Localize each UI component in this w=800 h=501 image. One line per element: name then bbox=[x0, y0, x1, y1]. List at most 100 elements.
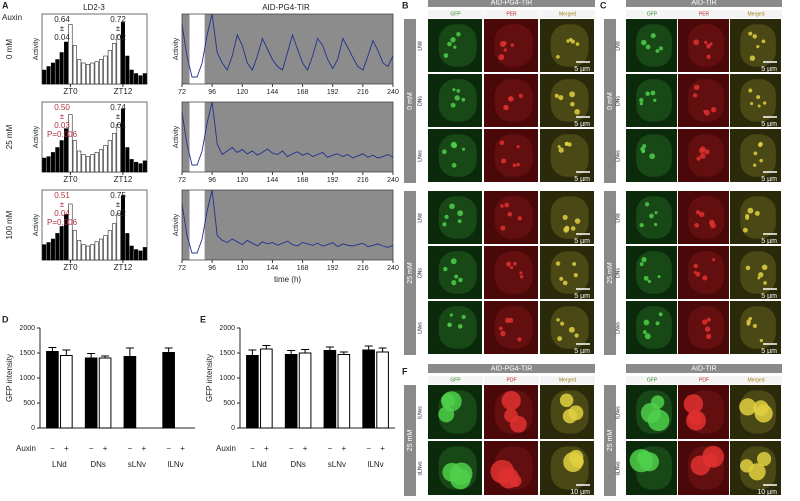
micrograph-cell bbox=[639, 262, 644, 267]
micrograph-cell bbox=[450, 37, 456, 43]
light-period bbox=[189, 14, 205, 84]
annotation: ± bbox=[116, 24, 121, 33]
micrograph-cell bbox=[450, 468, 471, 490]
title-bar bbox=[428, 0, 595, 7]
micrograph-haze bbox=[550, 134, 589, 177]
micrograph-cell bbox=[753, 163, 757, 167]
micrograph-cell bbox=[645, 91, 650, 96]
activity-bar bbox=[116, 34, 121, 85]
column-head: Merged bbox=[559, 11, 576, 17]
y-axis-label: Activity bbox=[173, 213, 180, 236]
x-tick-label: 192 bbox=[327, 177, 339, 184]
x-tick-label: 240 bbox=[387, 177, 399, 184]
micrograph-cell bbox=[443, 53, 449, 58]
activity-bar bbox=[55, 59, 60, 85]
panel-label: F bbox=[402, 366, 408, 376]
micrograph-cell bbox=[490, 459, 515, 484]
micrograph-cell bbox=[566, 39, 570, 43]
micrograph bbox=[678, 301, 729, 354]
micrograph bbox=[540, 301, 594, 354]
micrograph-cell bbox=[759, 158, 764, 163]
micrograph-cell bbox=[558, 95, 564, 101]
micrograph-cell bbox=[559, 393, 574, 408]
micrograph-cell bbox=[752, 34, 757, 39]
activity-bar bbox=[85, 156, 90, 173]
activity-bar bbox=[46, 242, 51, 261]
micrograph bbox=[428, 246, 482, 299]
micrograph-cell bbox=[568, 326, 575, 333]
micrograph bbox=[730, 129, 781, 182]
micrograph-haze bbox=[688, 196, 724, 239]
micrograph-cell bbox=[756, 44, 760, 49]
level-label: − bbox=[89, 444, 94, 453]
micrograph bbox=[678, 74, 729, 127]
x-tick-label: 96 bbox=[208, 89, 216, 96]
micrograph-cell bbox=[570, 39, 575, 44]
micrograph-cell bbox=[517, 337, 522, 342]
row-label: LNd bbox=[417, 213, 423, 222]
micrograph-cell bbox=[574, 218, 581, 224]
annotation: P=0.006 bbox=[47, 218, 78, 227]
micrograph-cell bbox=[654, 211, 658, 215]
annotation: 0.01 bbox=[110, 121, 126, 130]
scale-bar-label: 5 µm bbox=[574, 293, 590, 300]
micrograph-haze bbox=[494, 306, 533, 349]
column-head: PDF bbox=[699, 377, 709, 383]
micrograph-cell bbox=[658, 312, 663, 317]
micrograph-cell bbox=[449, 313, 453, 317]
error-bar bbox=[287, 350, 296, 355]
group-bar bbox=[604, 19, 616, 183]
micrograph-cell bbox=[562, 280, 568, 286]
micrograph-cell bbox=[693, 84, 700, 91]
micrograph-cell bbox=[639, 102, 644, 106]
micrograph-haze bbox=[494, 79, 533, 122]
micrograph-haze bbox=[438, 306, 477, 349]
micrograph-cell bbox=[457, 210, 464, 217]
micrograph-cell bbox=[747, 207, 754, 214]
micrograph bbox=[626, 301, 677, 354]
micrograph-cell bbox=[746, 319, 751, 324]
micrograph-cell bbox=[518, 93, 523, 99]
micrograph-haze bbox=[740, 79, 776, 122]
micrograph-haze bbox=[636, 24, 672, 67]
column-head: GFP bbox=[647, 377, 658, 383]
activity-bar bbox=[42, 244, 47, 261]
micrograph-haze bbox=[438, 196, 477, 239]
scale-bar-label: 10 µm bbox=[570, 489, 590, 496]
micrograph bbox=[428, 74, 482, 127]
scale-bar-label: 5 µm bbox=[761, 238, 777, 245]
activity-bar bbox=[64, 128, 69, 173]
error-bar bbox=[378, 347, 387, 352]
micrograph bbox=[678, 246, 729, 299]
group-label: 25 mM bbox=[607, 262, 614, 284]
category-label: lLNv bbox=[368, 460, 384, 469]
light-period bbox=[189, 190, 205, 260]
micrograph-cell bbox=[498, 54, 505, 61]
micrograph-cell bbox=[757, 104, 761, 108]
group-bar bbox=[404, 385, 416, 496]
micrograph-cell bbox=[559, 276, 564, 281]
column-head: GFP bbox=[450, 11, 461, 17]
micrograph-cell bbox=[653, 98, 657, 102]
activity-bar bbox=[77, 59, 82, 85]
activity-bar bbox=[55, 147, 60, 173]
micrograph-cell bbox=[562, 409, 578, 424]
micrograph-cell bbox=[449, 203, 455, 210]
column-head: GFP bbox=[450, 377, 461, 383]
row-label: DNs bbox=[615, 96, 621, 106]
scale-bar-label: 5 µm bbox=[574, 238, 590, 245]
micrograph-cell bbox=[500, 330, 506, 337]
column-head-bg bbox=[540, 10, 595, 18]
category-label: sLNv bbox=[128, 460, 146, 469]
micrograph-cell bbox=[753, 400, 769, 416]
micrograph bbox=[678, 19, 729, 72]
y-axis-label: Activity bbox=[33, 125, 40, 148]
dose-label: 25 mM bbox=[5, 124, 14, 149]
micrograph-cell bbox=[562, 214, 568, 220]
activity-bar bbox=[134, 73, 139, 85]
activity-bar bbox=[116, 213, 121, 261]
micrograph-cell bbox=[503, 104, 509, 111]
bar bbox=[60, 355, 73, 429]
activity-bar bbox=[125, 55, 130, 85]
activity-bar bbox=[134, 249, 139, 261]
